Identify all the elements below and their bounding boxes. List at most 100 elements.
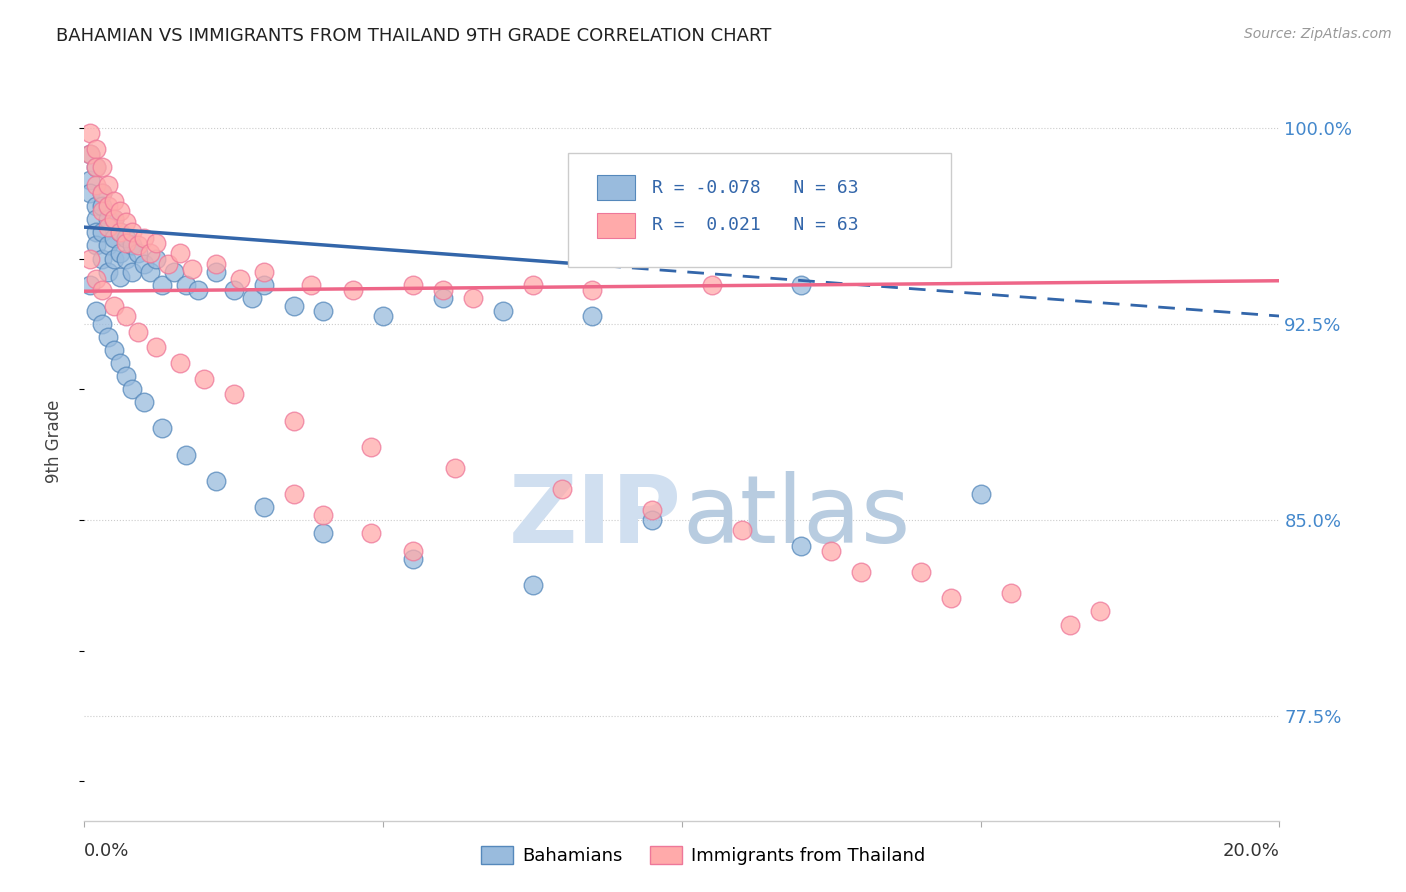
Point bbox=[103, 343, 125, 357]
Point bbox=[373, 309, 395, 323]
Point bbox=[790, 539, 813, 553]
Point bbox=[79, 173, 101, 187]
Point bbox=[86, 238, 108, 252]
Point bbox=[97, 199, 120, 213]
Point bbox=[522, 277, 544, 292]
Point bbox=[79, 126, 101, 140]
Point bbox=[86, 212, 108, 227]
Point bbox=[110, 246, 132, 260]
Point bbox=[91, 283, 114, 297]
Point bbox=[939, 591, 962, 606]
Point bbox=[127, 238, 149, 252]
Point bbox=[1059, 617, 1081, 632]
Point bbox=[115, 309, 138, 323]
Point bbox=[86, 142, 108, 156]
Point bbox=[79, 147, 101, 161]
Point bbox=[641, 502, 664, 516]
Point bbox=[169, 246, 191, 260]
Point bbox=[157, 257, 180, 271]
FancyBboxPatch shape bbox=[598, 213, 636, 237]
Text: 9th Grade: 9th Grade bbox=[45, 400, 63, 483]
Point bbox=[110, 226, 132, 240]
Point bbox=[91, 160, 114, 174]
Legend: Bahamians, Immigrants from Thailand: Bahamians, Immigrants from Thailand bbox=[471, 837, 935, 874]
Point bbox=[312, 303, 335, 318]
Point bbox=[103, 212, 125, 227]
Point bbox=[910, 566, 932, 580]
Text: R =  0.021   N = 63: R = 0.021 N = 63 bbox=[652, 217, 859, 235]
FancyBboxPatch shape bbox=[568, 153, 950, 268]
Point bbox=[91, 317, 114, 331]
Text: BAHAMIAN VS IMMIGRANTS FROM THAILAND 9TH GRADE CORRELATION CHART: BAHAMIAN VS IMMIGRANTS FROM THAILAND 9TH… bbox=[56, 27, 772, 45]
Point bbox=[641, 513, 664, 527]
Point bbox=[139, 246, 162, 260]
Point bbox=[121, 264, 143, 278]
Point bbox=[103, 299, 125, 313]
Text: 20.0%: 20.0% bbox=[1223, 841, 1279, 860]
Point bbox=[127, 325, 149, 339]
Point bbox=[360, 440, 382, 454]
Point bbox=[145, 252, 167, 266]
Point bbox=[970, 487, 993, 501]
Point bbox=[283, 299, 305, 313]
Point bbox=[360, 526, 382, 541]
Point bbox=[283, 487, 305, 501]
Point bbox=[97, 264, 120, 278]
Point bbox=[91, 226, 114, 240]
Point bbox=[222, 283, 245, 297]
Point bbox=[86, 303, 108, 318]
Point bbox=[150, 421, 173, 435]
Point bbox=[103, 212, 125, 227]
Point bbox=[551, 482, 574, 496]
Point bbox=[205, 264, 228, 278]
Point bbox=[110, 204, 132, 219]
Point bbox=[240, 291, 263, 305]
Point bbox=[205, 474, 228, 488]
Point bbox=[97, 330, 120, 344]
Point bbox=[115, 230, 138, 244]
Point bbox=[97, 220, 120, 235]
Point bbox=[110, 356, 132, 370]
Point bbox=[121, 226, 143, 240]
Point bbox=[193, 372, 215, 386]
Point bbox=[79, 252, 101, 266]
FancyBboxPatch shape bbox=[598, 176, 636, 200]
Point bbox=[91, 186, 114, 201]
Point bbox=[115, 252, 138, 266]
Point bbox=[312, 508, 335, 522]
Point bbox=[150, 277, 173, 292]
Point bbox=[522, 578, 544, 592]
Point bbox=[91, 199, 114, 213]
Point bbox=[181, 262, 204, 277]
Point bbox=[86, 272, 108, 286]
Point bbox=[103, 252, 125, 266]
Point bbox=[283, 414, 305, 428]
Point bbox=[253, 277, 276, 292]
Text: atlas: atlas bbox=[682, 471, 910, 564]
Point bbox=[132, 395, 156, 409]
Point bbox=[115, 235, 138, 250]
Point bbox=[312, 526, 335, 541]
Point bbox=[132, 257, 156, 271]
Point bbox=[790, 277, 813, 292]
Point bbox=[581, 283, 603, 297]
Point bbox=[97, 178, 120, 193]
Point bbox=[301, 277, 323, 292]
Point bbox=[145, 235, 167, 250]
Point bbox=[91, 186, 114, 201]
Point bbox=[581, 309, 603, 323]
Point bbox=[700, 277, 723, 292]
Point bbox=[127, 246, 149, 260]
Point bbox=[86, 178, 108, 193]
Text: ZIP: ZIP bbox=[509, 471, 682, 564]
Point bbox=[444, 460, 467, 475]
Point bbox=[115, 215, 138, 229]
Point bbox=[86, 199, 108, 213]
Text: R = -0.078   N = 63: R = -0.078 N = 63 bbox=[652, 178, 859, 196]
Point bbox=[222, 387, 245, 401]
Point bbox=[851, 566, 873, 580]
Point bbox=[432, 283, 454, 297]
Point bbox=[169, 356, 191, 370]
Point bbox=[432, 291, 454, 305]
Point bbox=[103, 194, 125, 208]
